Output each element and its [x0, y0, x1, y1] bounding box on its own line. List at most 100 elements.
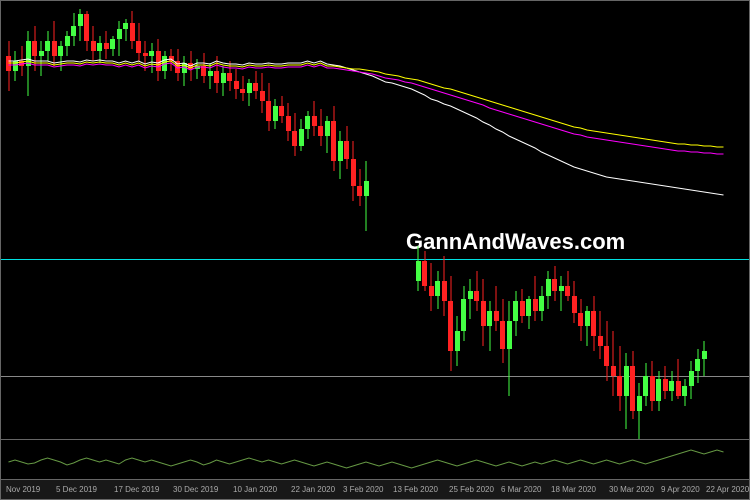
candle — [58, 1, 63, 441]
candle — [149, 1, 154, 441]
candle — [208, 1, 213, 441]
candle — [39, 1, 44, 441]
x-axis-label: 3 Feb 2020 — [343, 485, 383, 494]
candle — [474, 1, 479, 441]
candle — [650, 1, 655, 441]
x-axis: Nov 20195 Dec 201917 Dec 201930 Dec 2019… — [1, 479, 749, 499]
candle — [195, 1, 200, 441]
candle — [546, 1, 551, 441]
candle — [702, 1, 707, 441]
candle — [253, 1, 258, 441]
indicator-overlay — [1, 440, 750, 480]
candle — [299, 1, 304, 441]
x-axis-label: 25 Feb 2020 — [449, 485, 494, 494]
indicator-chart[interactable] — [1, 439, 749, 479]
main-price-chart[interactable]: GannAndWaves.com — [1, 1, 749, 441]
candle — [585, 1, 590, 441]
candle — [71, 1, 76, 441]
candle — [201, 1, 206, 441]
candle — [182, 1, 187, 441]
candle — [169, 1, 174, 441]
candle — [32, 1, 37, 441]
x-axis-label: 6 Mar 2020 — [501, 485, 541, 494]
x-axis-label: 22 Apr 2020 — [706, 485, 749, 494]
candle — [468, 1, 473, 441]
candle — [604, 1, 609, 441]
candle — [6, 1, 11, 441]
candle — [19, 1, 24, 441]
candle — [188, 1, 193, 441]
candle — [442, 1, 447, 441]
candle — [663, 1, 668, 441]
x-axis-label: 18 Mar 2020 — [551, 485, 596, 494]
candle — [500, 1, 505, 441]
candle — [305, 1, 310, 441]
candle — [559, 1, 564, 441]
candle — [539, 1, 544, 441]
candle — [91, 1, 96, 441]
candle — [533, 1, 538, 441]
candle — [104, 1, 109, 441]
candle — [84, 1, 89, 441]
candle — [78, 1, 83, 441]
candle — [344, 1, 349, 441]
candle — [676, 1, 681, 441]
indicator-line — [9, 450, 724, 468]
candle — [598, 1, 603, 441]
candle — [292, 1, 297, 441]
candle — [143, 1, 148, 441]
candle — [45, 1, 50, 441]
candle — [234, 1, 239, 441]
candle — [630, 1, 635, 441]
x-axis-label: 17 Dec 2019 — [114, 485, 159, 494]
x-axis-label: 9 Apr 2020 — [661, 485, 700, 494]
candle — [513, 1, 518, 441]
candle — [117, 1, 122, 441]
candle — [435, 1, 440, 441]
candle — [351, 1, 356, 441]
candle — [110, 1, 115, 441]
candle — [656, 1, 661, 441]
candle — [572, 1, 577, 441]
candle — [273, 1, 278, 441]
candle — [130, 1, 135, 441]
candle — [429, 1, 434, 441]
candle — [279, 1, 284, 441]
candle — [240, 1, 245, 441]
candle — [247, 1, 252, 441]
candle — [682, 1, 687, 441]
candle — [221, 1, 226, 441]
candle — [156, 1, 161, 441]
candle — [552, 1, 557, 441]
candle — [624, 1, 629, 441]
candle — [260, 1, 265, 441]
candle — [591, 1, 596, 441]
x-axis-label: 30 Dec 2019 — [173, 485, 218, 494]
x-axis-label: 30 Mar 2020 — [609, 485, 654, 494]
candle — [318, 1, 323, 441]
candle — [357, 1, 362, 441]
candle — [214, 1, 219, 441]
x-axis-label: 13 Feb 2020 — [393, 485, 438, 494]
candle — [331, 1, 336, 441]
candle — [494, 1, 499, 441]
candle — [312, 1, 317, 441]
candle — [136, 1, 141, 441]
candle — [227, 1, 232, 441]
candle — [461, 1, 466, 441]
candle — [526, 1, 531, 441]
candle — [97, 1, 102, 441]
candle — [520, 1, 525, 441]
candle — [617, 1, 622, 441]
candle — [481, 1, 486, 441]
candle — [455, 1, 460, 441]
candle — [611, 1, 616, 441]
candle — [13, 1, 18, 441]
candle — [123, 1, 128, 441]
candle — [487, 1, 492, 441]
candle — [565, 1, 570, 441]
candle — [448, 1, 453, 441]
candle — [364, 1, 369, 441]
candle — [65, 1, 70, 441]
candle — [689, 1, 694, 441]
